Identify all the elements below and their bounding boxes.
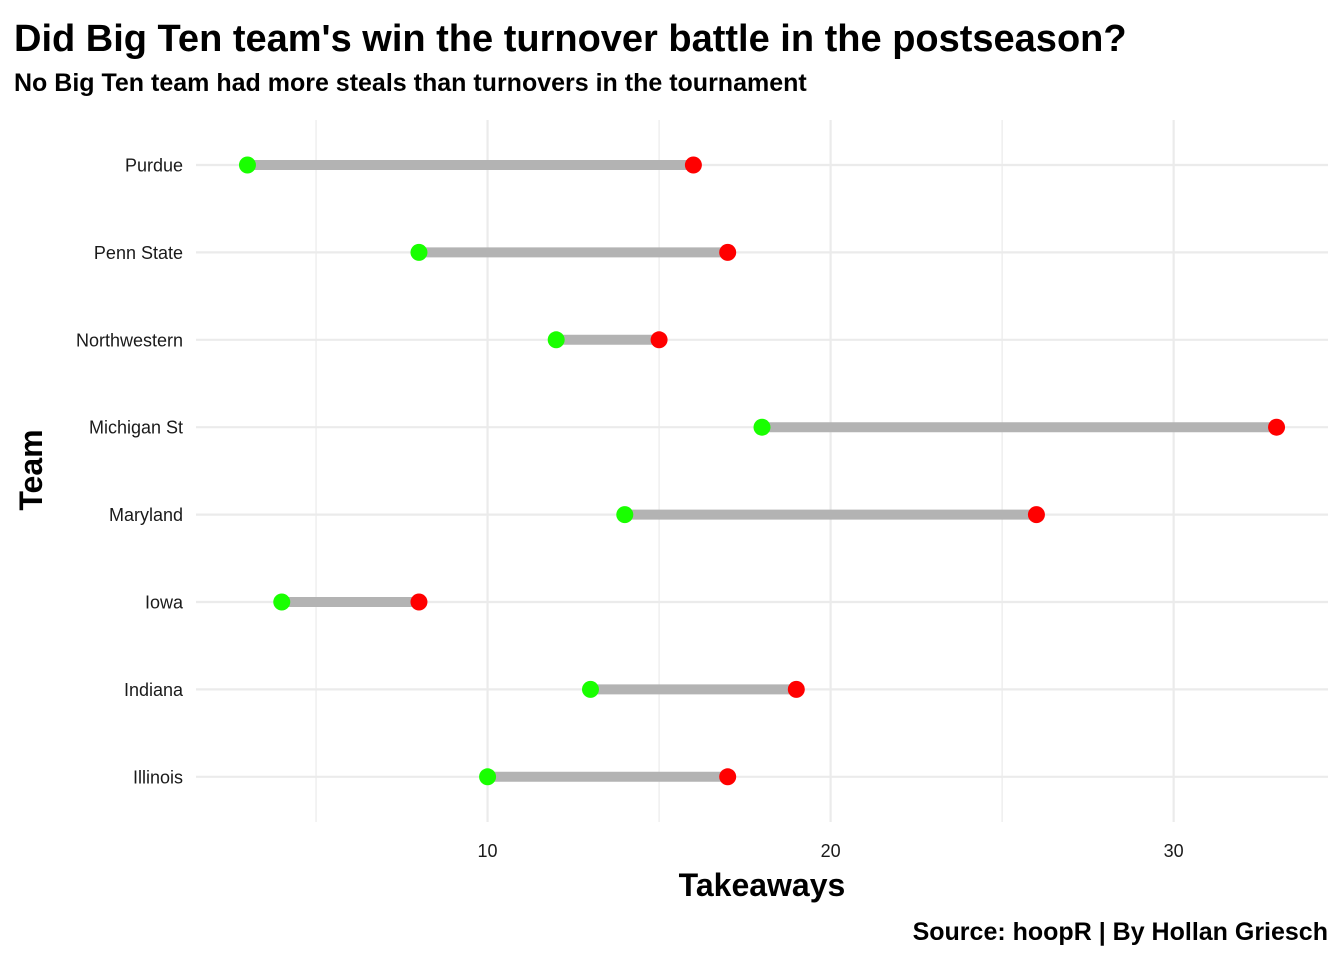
steals-point: [616, 506, 634, 524]
grid-lines: [196, 120, 1328, 822]
y-tick-label: Michigan St: [89, 418, 183, 438]
y-axis-title: Team: [13, 429, 49, 510]
turnovers-point: [650, 331, 668, 349]
y-axis-tick-labels: Purdue Penn State Northwestern Michigan St M…: [76, 156, 184, 788]
steals-point: [273, 593, 291, 611]
steals-point: [238, 156, 256, 174]
chart-caption: Source: hoopR | By Hollan Griesch: [913, 918, 1328, 946]
chart-subtitle: No Big Ten team had more steals than tur…: [14, 69, 807, 97]
x-tick-label: 10: [478, 841, 498, 861]
steals-point: [581, 680, 599, 698]
chart-title: Did Big Ten team's win the turnover batt…: [14, 18, 1127, 60]
y-tick-label: Purdue: [125, 156, 183, 176]
x-tick-label: 30: [1164, 841, 1184, 861]
turnovers-point: [684, 156, 702, 174]
y-tick-label: Penn State: [94, 243, 183, 263]
steals-point: [410, 243, 428, 261]
y-tick-label: Maryland: [109, 505, 183, 525]
y-tick-label: Indiana: [124, 680, 184, 700]
y-tick-label: Iowa: [145, 593, 184, 613]
dumbbell-segments: [247, 160, 1277, 782]
turnovers-point: [787, 680, 805, 698]
steals-point: [479, 768, 497, 786]
turnovers-point: [719, 768, 737, 786]
steals-point: [753, 418, 771, 436]
x-axis-tick-labels: 10 20 30: [478, 841, 1184, 861]
y-tick-label: Northwestern: [76, 330, 183, 350]
x-tick-label: 20: [821, 841, 841, 861]
y-tick-label: Illinois: [133, 767, 183, 787]
dumbbell-points: [238, 156, 1286, 786]
steals-point: [547, 331, 565, 349]
turnovers-point: [410, 593, 428, 611]
x-axis-title: Takeaways: [679, 867, 846, 903]
turnovers-point: [1027, 506, 1045, 524]
turnovers-point: [1268, 418, 1286, 436]
turnovers-point: [719, 243, 737, 261]
